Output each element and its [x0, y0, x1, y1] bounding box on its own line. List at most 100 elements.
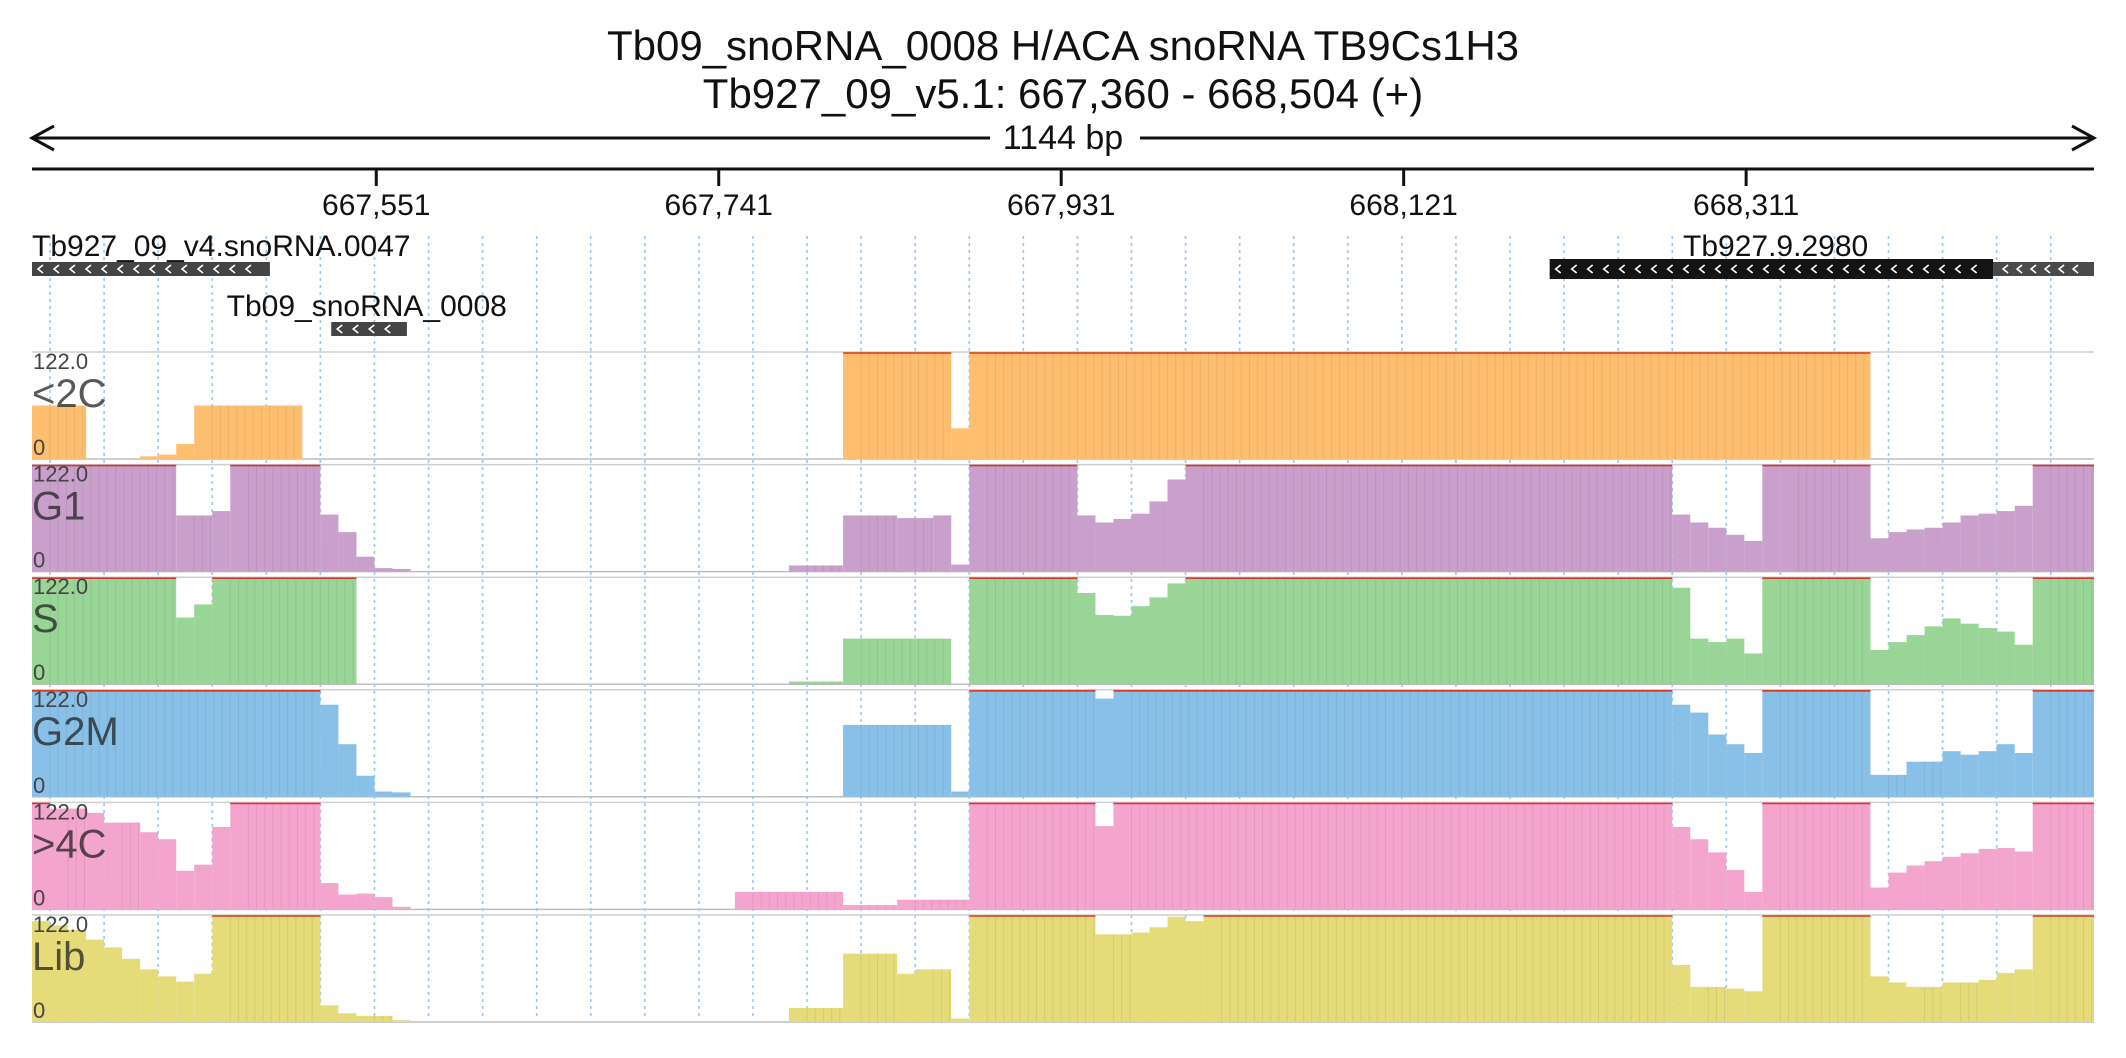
coverage-bar: [1113, 615, 1132, 685]
coverage-bar: [843, 905, 898, 910]
coverage-bar: [140, 456, 159, 459]
strand-arrow: [1730, 264, 1738, 274]
feature-bar: [1549, 259, 1994, 279]
track-name: S: [32, 597, 59, 641]
coverage-bar: [1744, 991, 1763, 1022]
strand-arrow: [1858, 264, 1866, 274]
strand-arrow: [1698, 264, 1706, 274]
strand-arrow: [1602, 264, 1610, 274]
track-name: G1: [32, 485, 85, 529]
coverage-bar: [843, 515, 898, 572]
track-scale-min: 0: [33, 998, 45, 1023]
coverage-bar: [1708, 734, 1727, 797]
strand-arrow: [1762, 264, 1770, 274]
coverage-bar: [2014, 969, 2033, 1022]
coverage-bar: [1942, 618, 1961, 685]
strand-arrow: [1650, 264, 1658, 274]
feature-label: Tb927_09_v4.snoRNA.0047: [32, 230, 411, 263]
coverage-bar: [320, 1005, 339, 1022]
coverage-bar: [969, 802, 1096, 910]
axis-tick-label: 668,121: [1349, 189, 1457, 222]
coverage-bar: [212, 915, 321, 1022]
strand-arrow: [116, 264, 124, 274]
span-length-label: 1144 bp: [1003, 119, 1123, 157]
strand-arrow: [1954, 264, 1962, 274]
track-scale-max: 122.0: [33, 687, 88, 712]
strand-arrow: [1746, 264, 1754, 274]
coverage-bar: [1870, 538, 1889, 572]
coverage-bar: [1978, 513, 1997, 572]
track-scale-min: 0: [33, 773, 45, 798]
strand-arrow: [2043, 264, 2051, 274]
coverage-bar: [1762, 915, 1871, 1022]
coverage-bar: [374, 568, 393, 572]
coverage-bar: [969, 352, 1871, 459]
axis-ticks: 667,551 667,741 667,931 668,121 668,311: [322, 169, 1799, 222]
coverage-bar: [1185, 464, 1673, 572]
coverage-bar: [1996, 631, 2015, 685]
coverage-bar: [1726, 534, 1745, 572]
coverage-bar: [1113, 689, 1673, 797]
coverage-bar: [915, 969, 952, 1022]
coverage-bar: [86, 939, 105, 1022]
coverage-bar: [1095, 698, 1114, 797]
coverage-bar: [1996, 744, 2015, 797]
coverage-bar: [32, 464, 177, 572]
coverage-bar: [843, 352, 952, 459]
coverage-bar: [158, 839, 177, 910]
coverage-bar: [933, 515, 952, 572]
track-scale-max: 122.0: [33, 574, 88, 599]
coverage-bar: [1131, 932, 1150, 1022]
coverage-bar: [1185, 577, 1673, 685]
coverage-bar: [1978, 979, 1997, 1022]
region-subtitle: Tb927_09_v5.1: 667,360 - 668,504 (+): [703, 70, 1423, 117]
strand-arrow: [1682, 264, 1690, 274]
strand-arrow: [1938, 264, 1946, 274]
coverage-bar: [1113, 518, 1132, 572]
coverage-bar: [1149, 927, 1168, 1022]
axis-tick-label: 668,311: [1693, 189, 1799, 222]
strand-arrow: [148, 264, 156, 274]
coverage-bar: [338, 1013, 357, 1022]
coverage-bar: [374, 791, 393, 797]
strand-arrow: [1906, 264, 1914, 274]
coverage-bar: [1870, 976, 1889, 1022]
coverage-bar: [1906, 761, 1943, 797]
coverage-bar: [212, 577, 357, 685]
coverage-bar: [1888, 532, 1907, 572]
strand-arrow: [1634, 264, 1642, 274]
coverage-bar: [1672, 826, 1691, 910]
coverage-bar: [1762, 689, 1871, 797]
coverage-bar: [1077, 515, 1096, 572]
strand-arrow: [1922, 264, 1930, 274]
strand-arrow: [84, 264, 92, 274]
coverage-bar: [1978, 848, 1997, 910]
strand-arrow: [1810, 264, 1818, 274]
coverage-bar: [1906, 529, 1925, 572]
coverage-bar: [122, 958, 141, 1022]
coverage-bar: [32, 689, 321, 797]
strand-arrow: [244, 264, 252, 274]
strand-arrow: [2057, 264, 2065, 274]
track-scale-max: 122.0: [33, 912, 88, 937]
coverage-bar: [1726, 988, 1745, 1022]
strand-arrow: [2015, 264, 2023, 274]
coverage-bar: [32, 802, 51, 910]
coverage-bar: [356, 893, 375, 910]
coverage-bar: [1996, 972, 2015, 1022]
coverage-bar: [1870, 774, 1907, 797]
strand-arrow: [68, 264, 76, 274]
coverage-bar: [338, 744, 357, 797]
coverage-bar: [1942, 522, 1961, 572]
coverage-bar: [1978, 751, 1997, 797]
strand-arrow: [1666, 264, 1674, 274]
strand-arrow: [1778, 264, 1786, 274]
axis-tick-label: 667,551: [322, 189, 430, 222]
strand-arrow: [212, 264, 220, 274]
coverage-bar: [969, 689, 1096, 797]
coverage-bar: [1924, 527, 1943, 572]
coverage-bar: [1203, 915, 1673, 1022]
strand-arrow: [196, 264, 204, 274]
strand-arrow: [52, 264, 60, 274]
coverage-bar: [2032, 577, 2094, 685]
